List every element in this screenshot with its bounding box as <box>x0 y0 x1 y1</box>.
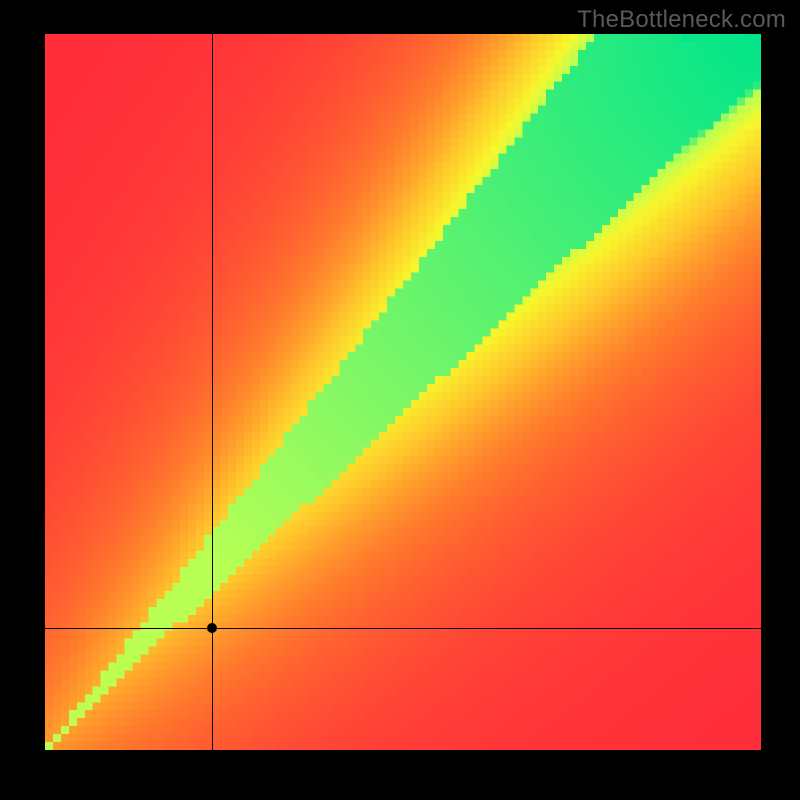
watermark-text: TheBottleneck.com <box>577 6 786 34</box>
plot-area <box>45 34 761 750</box>
bottleneck-heatmap-chart: TheBottleneck.com <box>0 0 800 800</box>
heatmap-canvas <box>45 34 761 750</box>
crosshair-vertical <box>212 34 213 750</box>
data-point-marker <box>207 623 217 633</box>
crosshair-horizontal <box>45 628 761 629</box>
